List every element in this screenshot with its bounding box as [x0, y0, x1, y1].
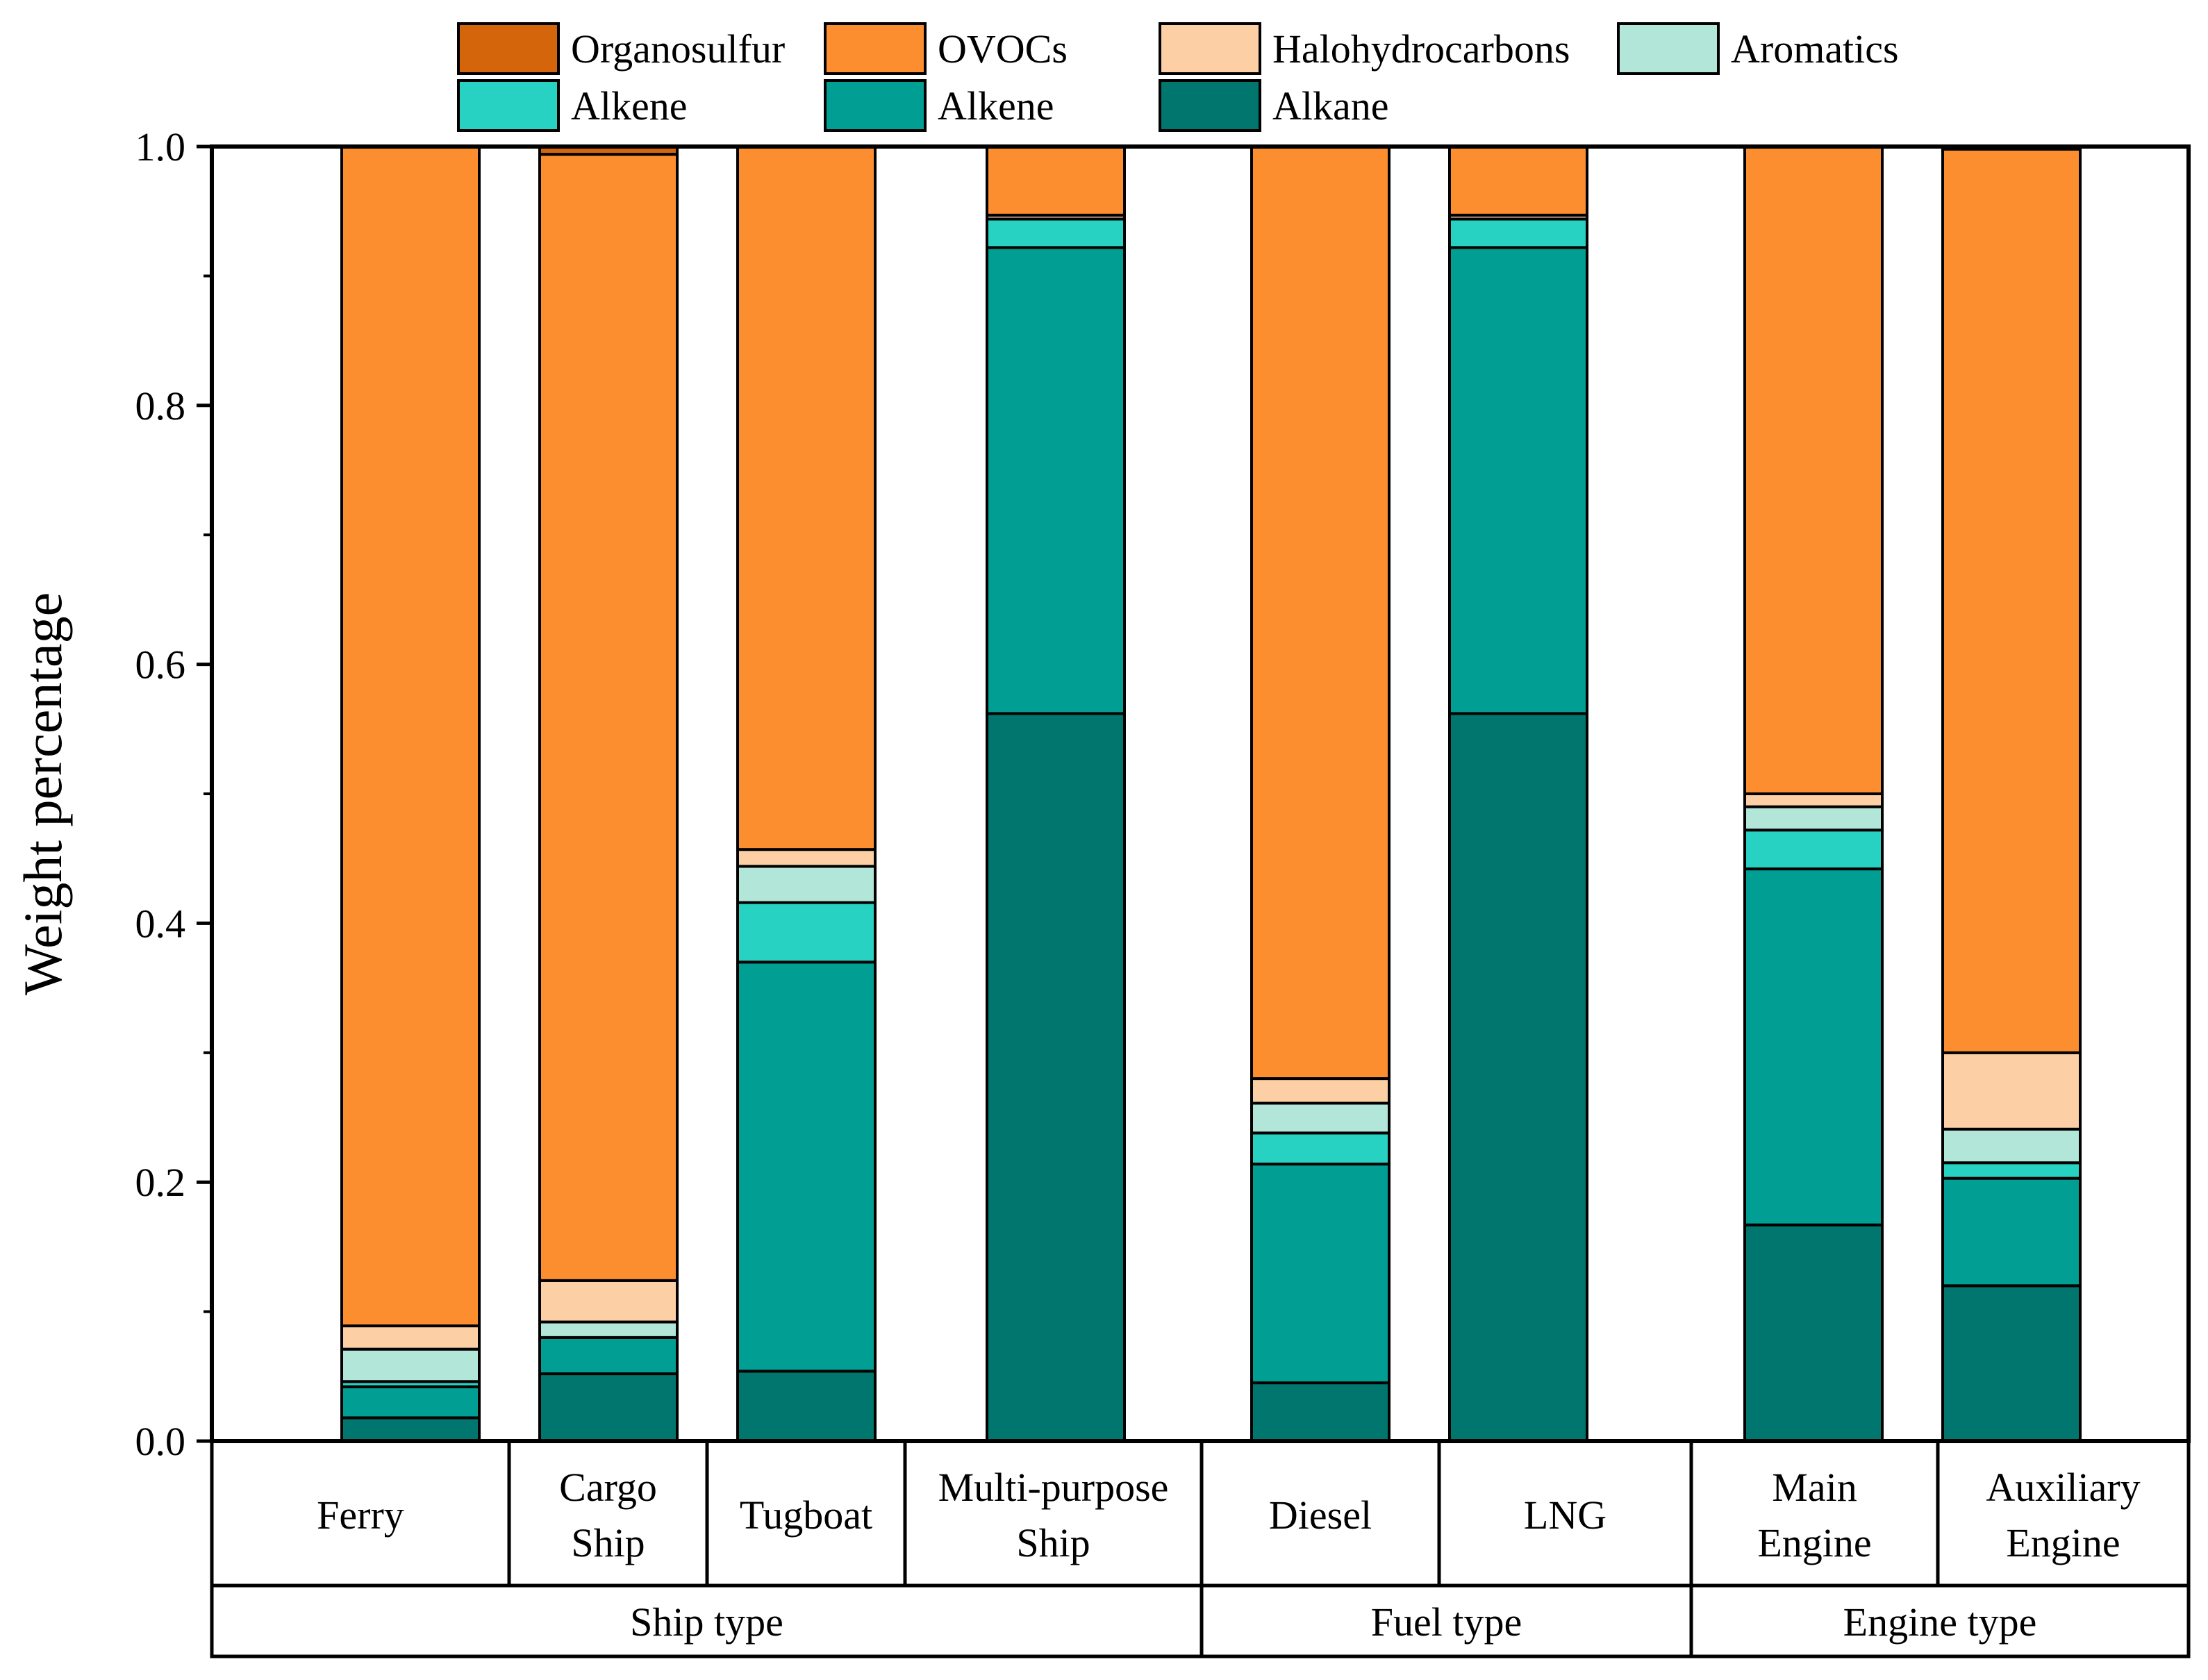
bar-segment-ovocs-5-cat-1 — [538, 153, 679, 1282]
y-tick-label: 0.2 — [135, 1160, 186, 1205]
bar-segment-alkane-0-cat-4 — [1250, 1381, 1391, 1442]
bar-segment-alkene-2-cat-2 — [736, 901, 877, 964]
category-label-line1: Auxiliary — [1986, 1465, 2140, 1510]
bar-segment-aromatics-3-cat-1 — [538, 1320, 679, 1339]
category-label-line2: Ship — [1016, 1520, 1090, 1565]
bar-segment-alkene-2-cat-5 — [1448, 217, 1588, 249]
bar-segment-alkane-0-cat-2 — [736, 1370, 877, 1442]
bar-segment-ovocs-5-cat-3 — [986, 145, 1126, 217]
category-label: Ferry — [317, 1492, 404, 1538]
y-tick-label: 0.4 — [135, 901, 186, 946]
legend-swatch-ovocs — [824, 22, 927, 75]
bar-segment-ovocs-5-cat-5 — [1448, 145, 1588, 217]
category-label-line2: Ship — [571, 1520, 645, 1565]
legend-swatch-organosulfur — [457, 22, 560, 75]
category-label: Diesel — [1269, 1492, 1372, 1538]
bar-segment-ovocs-5-cat-6 — [1743, 145, 1884, 795]
bar-segment-alkene-2-cat-4 — [1250, 1131, 1391, 1166]
bar-segment-ovocs-5-cat-4 — [1250, 145, 1391, 1081]
bar-segment-alkane-0-cat-3 — [986, 712, 1126, 1442]
legend: Organosulfur OVOCs Halohydrocarbons Arom… — [457, 22, 1899, 132]
bar-segment-alkene-2-cat-3 — [986, 217, 1126, 249]
legend-label-ovocs: OVOCs — [938, 26, 1068, 72]
bar-segment-halohydrocarbons-4-cat-6 — [1743, 792, 1884, 808]
legend-label-alkene-light: Alkene — [571, 83, 688, 128]
category-label-line2: Engine — [1757, 1520, 1871, 1565]
bar-segment-aromatics-3-cat-0 — [340, 1347, 481, 1383]
bar-segment-ovocs-5-cat-0 — [340, 145, 481, 1328]
bar-segment-ovocs-5-cat-2 — [736, 145, 877, 851]
legend-label-organosulfur: Organosulfur — [571, 26, 785, 72]
bar-segment-halohydrocarbons-4-cat-4 — [1250, 1077, 1391, 1105]
category-label-line1: Multi-purpose — [938, 1465, 1169, 1510]
y-axis-label: Weight percentage — [13, 592, 73, 996]
category-label-line1: Main — [1772, 1465, 1857, 1510]
bar-segment-alkene-1-cat-0 — [340, 1385, 481, 1420]
group-label: Ship type — [630, 1599, 783, 1645]
bar-segment-halohydrocarbons-4-cat-7 — [1941, 1051, 2082, 1131]
category-label: LNG — [1524, 1492, 1607, 1538]
bar-segment-alkane-0-cat-5 — [1448, 712, 1588, 1442]
legend-swatch-alkane — [1159, 79, 1261, 132]
legend-label-aromatics: Aromatics — [1731, 26, 1899, 72]
category-table: Ferry Cargo Ship Tugboat Multi-purpose Ship Di… — [210, 1439, 2191, 1658]
bar-segment-alkene-1-cat-3 — [986, 246, 1126, 715]
legend-label-alkane: Alkane — [1272, 83, 1389, 128]
bar-segment-alkene-1-cat-1 — [538, 1336, 679, 1376]
y-tick-label: 0.6 — [135, 642, 186, 688]
bar-segment-alkene-1-cat-6 — [1743, 867, 1884, 1226]
plot-frame — [210, 144, 2191, 1443]
bar-segment-alkane-0-cat-0 — [340, 1416, 481, 1442]
bar-segment-aromatics-3-cat-4 — [1250, 1101, 1391, 1135]
bar-segment-aromatics-3-cat-7 — [1941, 1127, 2082, 1165]
bar-segment-alkene-1-cat-7 — [1941, 1176, 2082, 1288]
bar-segment-alkane-0-cat-6 — [1743, 1223, 1884, 1443]
category-label-line1: Cargo — [559, 1465, 657, 1510]
legend-swatch-alkene-light — [457, 79, 560, 132]
bar-segment-alkene-2-cat-6 — [1743, 829, 1884, 871]
bar-segment-halohydrocarbons-4-cat-2 — [736, 848, 877, 868]
bar-segment-halohydrocarbons-4-cat-1 — [538, 1279, 679, 1324]
legend-label-alkene: Alkene — [938, 83, 1054, 128]
bar-segment-halohydrocarbons-4-cat-0 — [340, 1324, 481, 1351]
group-label: Engine type — [1843, 1599, 2037, 1645]
legend-swatch-aromatics — [1617, 22, 1720, 75]
y-tick-label: 0.8 — [135, 383, 186, 429]
bar-segment-ovocs-5-cat-7 — [1941, 147, 2082, 1054]
group-label: Fuel type — [1371, 1599, 1522, 1645]
y-axis: 0.0 0.2 0.4 0.6 0.8 1.0 — [135, 124, 212, 1464]
y-tick-label: 1.0 — [135, 124, 186, 169]
y-tick-label: 0.0 — [135, 1419, 186, 1464]
bar-segment-alkene-1-cat-4 — [1250, 1163, 1391, 1385]
category-label-line2: Engine — [2006, 1520, 2120, 1565]
bar-segment-alkane-0-cat-1 — [538, 1372, 679, 1443]
legend-label-halohydrocarbons: Halohydrocarbons — [1272, 26, 1570, 72]
bar-segment-aromatics-3-cat-2 — [736, 865, 877, 904]
bar-segment-alkene-1-cat-2 — [736, 960, 877, 1373]
bar-segment-alkane-0-cat-7 — [1941, 1284, 2082, 1442]
category-label: Tugboat — [740, 1492, 872, 1538]
legend-swatch-halohydrocarbons — [1159, 22, 1261, 75]
legend-swatch-alkene — [824, 79, 927, 132]
bar-segment-alkene-1-cat-5 — [1448, 246, 1588, 715]
bars — [340, 145, 2082, 1443]
bar-segment-aromatics-3-cat-6 — [1743, 805, 1884, 832]
bar-segment-alkene-2-cat-7 — [1941, 1161, 2082, 1180]
